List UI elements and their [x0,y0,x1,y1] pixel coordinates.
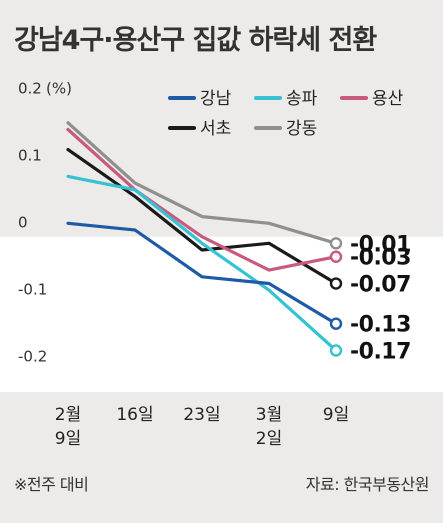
end-value-label: -0.17 [350,340,411,365]
x-tick-label: 16일 [116,405,153,425]
legend-label: 서초 [200,119,231,139]
plot-area [66,121,343,357]
y-tick-label: 0.2 [18,80,42,98]
series-end-marker [329,344,343,357]
chart-title: 강남4구·용산구 집값 하락세 전환 [14,25,377,56]
negative-region [0,236,443,392]
y-tick-label: 0.1 [18,147,42,165]
y-tick-label: -0.2 [18,348,47,366]
x-tick-label: 2월 9일 [55,405,81,449]
end-value-label: -0.07 [350,273,411,298]
legend-label: 송파 [286,89,318,109]
x-axis: 2월 9일 16일 23일 3월 2일 9일 [55,405,349,449]
y-tick-label: 0 [18,214,28,232]
series-line [66,127,338,272]
series-line [66,221,338,326]
x-tick-label: 23일 [183,405,220,425]
series-line [66,121,338,245]
series-end-marker [329,250,343,263]
end-value-labels: -0.13-0.17 -0.03-0.07 -0.01 [350,232,411,364]
series-line [66,148,338,286]
x-tick-label: 9일 [323,405,349,425]
legend-label: 강남 [200,89,232,109]
end-value-label: -0.03 [350,246,411,271]
series-end-marker [329,237,343,250]
end-value-label: -0.01 [350,232,411,257]
y-axis: 0.2 0.1 0 -0.1 -0.2 (%) [18,80,72,366]
series-end-marker [329,317,343,330]
source-note: 자료: 한국부동산원 [305,475,430,494]
footnote: ※전주 대비 [14,475,89,494]
series-end-marker [329,277,343,290]
end-value-label: -0.13 [350,313,411,338]
series-line [66,174,338,353]
x-tick-label: 3월 2일 [256,405,282,449]
y-unit-label: (%) [46,80,72,98]
legend-label: 용산 [372,89,404,109]
y-tick-label: -0.1 [18,281,47,299]
legend-label: 강동 [286,119,317,139]
